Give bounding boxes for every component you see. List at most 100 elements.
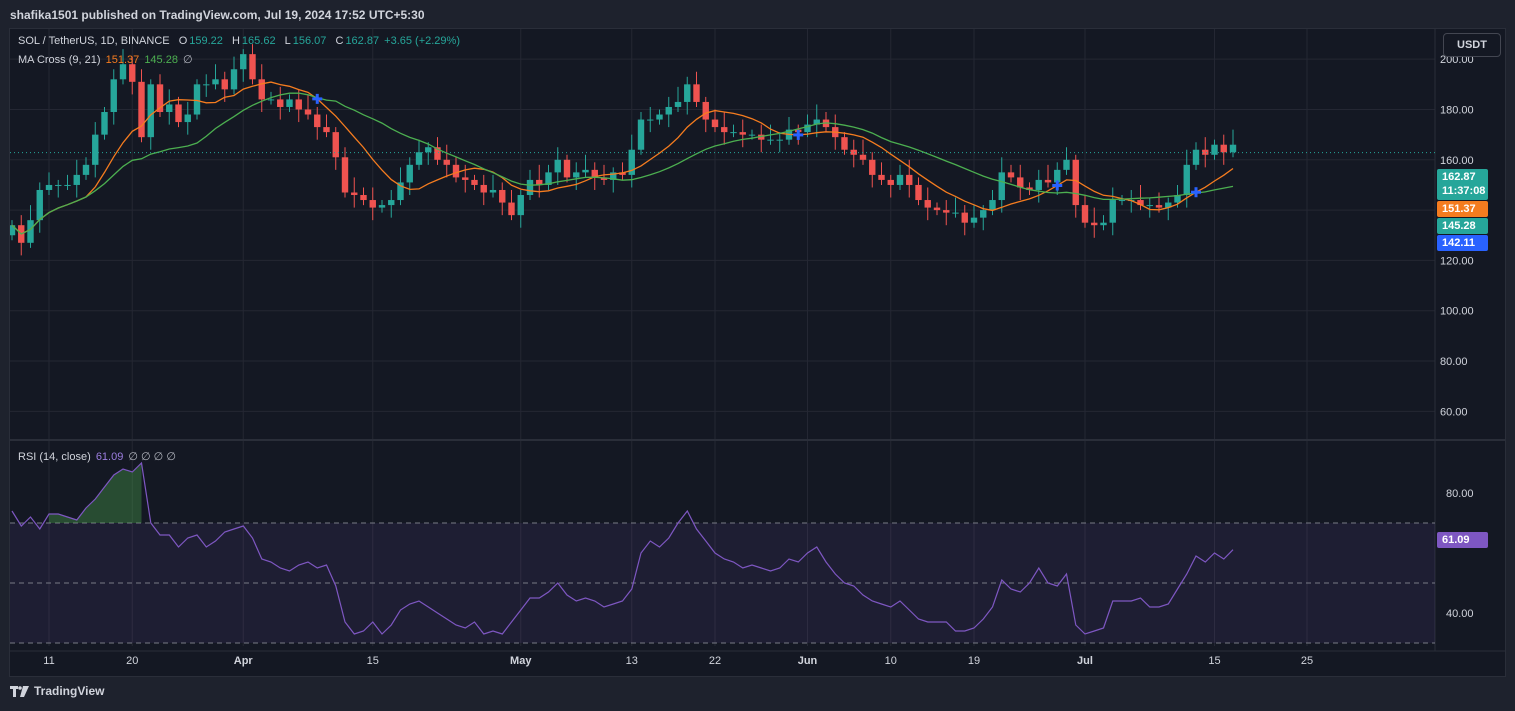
candle-body: [1183, 164, 1190, 196]
candle-body: [73, 174, 80, 185]
open-value: 159.22: [189, 35, 223, 47]
candle-body: [82, 164, 90, 175]
rsi-empty-values: ∅ ∅ ∅ ∅: [128, 451, 176, 463]
rsi-overbought-fill: [49, 463, 142, 523]
candle-body: [841, 137, 848, 150]
candle-body: [637, 119, 645, 150]
candle-body: [452, 164, 460, 178]
chart-canvas[interactable]: 60.0080.00100.00120.00140.00160.00180.00…: [10, 29, 1505, 676]
time-axis-label: 20: [126, 655, 138, 667]
candle-body: [434, 147, 441, 160]
candle-body: [1091, 222, 1098, 226]
candle-body: [989, 200, 996, 211]
candle-body: [776, 139, 783, 141]
cross-price-tag: 142.11: [1437, 235, 1488, 251]
candle-body: [27, 220, 34, 243]
candle-body: [545, 172, 552, 185]
last-price-value: 162.87: [1442, 171, 1476, 183]
published-line: shafika1501 published on TradingView.com…: [10, 8, 425, 22]
rsi-value: 61.09: [95, 451, 124, 463]
candle-body: [64, 184, 71, 186]
candle-body: [610, 172, 617, 180]
candle-body: [1220, 144, 1227, 153]
candle-body: [721, 127, 728, 133]
candle-body: [859, 154, 867, 160]
price-axis-label: 100.00: [1440, 306, 1474, 318]
candle-body: [952, 212, 959, 214]
candle-body: [304, 109, 312, 115]
close-label: C: [335, 35, 344, 47]
candle-body: [1072, 159, 1079, 206]
tradingview-logo-icon: [10, 685, 29, 697]
currency-button[interactable]: USDT: [1443, 33, 1501, 57]
candle-body: [193, 84, 201, 115]
tradingview-footer[interactable]: TradingView: [10, 684, 104, 698]
candle-body: [758, 134, 765, 140]
candle-body: [1174, 195, 1181, 203]
candle-body: [933, 207, 941, 211]
candle-body: [850, 149, 857, 155]
ma-layer: [10, 81, 1435, 235]
symbol-name[interactable]: SOL / TetherUS, 1D, BINANCE: [18, 35, 170, 47]
price-axis-label: 60.00: [1440, 406, 1468, 418]
candle-body: [748, 134, 756, 136]
candle-body: [425, 147, 432, 153]
candle-body: [203, 84, 210, 86]
candle-body: [600, 177, 608, 180]
candle-body: [277, 99, 284, 107]
candle-body: [1155, 205, 1163, 208]
ma-label[interactable]: MA Cross (9, 21): [18, 54, 101, 66]
candle-body: [1044, 179, 1052, 183]
candle-body: [1146, 205, 1153, 207]
candle-body: [45, 184, 53, 190]
candle-body: [92, 134, 99, 165]
candle-body: [767, 139, 774, 141]
candle-body: [406, 164, 413, 183]
price-axis-label: 80.00: [1440, 356, 1468, 368]
candle-body: [573, 172, 580, 178]
time-axis-label: 10: [885, 655, 897, 667]
candle-body: [1035, 179, 1042, 190]
candle-body: [970, 217, 978, 223]
candle-body: [332, 132, 339, 158]
rsi-label[interactable]: RSI (14, close): [18, 451, 91, 463]
candle-body: [896, 174, 904, 185]
candle-body: [471, 179, 478, 185]
candle-body: [286, 99, 293, 107]
candle-body: [138, 81, 145, 138]
rsi-price-tag: 61.09: [1437, 532, 1488, 548]
candle-body: [119, 64, 127, 80]
candle-body: [258, 79, 265, 100]
candle-body: [351, 192, 358, 196]
ma-slow-price-tag: 145.28: [1437, 218, 1488, 234]
price-axis-label: 200.00: [1440, 54, 1474, 66]
candle-body: [1118, 200, 1126, 202]
candle-body: [526, 179, 534, 196]
candle-body: [175, 104, 182, 123]
candle-body: [1007, 172, 1015, 178]
candle-body: [656, 114, 663, 120]
candle-body: [730, 132, 737, 134]
candle-body: [1109, 200, 1116, 223]
time-axis-label: Jul: [1077, 655, 1093, 667]
candle-body: [249, 54, 256, 80]
candle-body: [10, 225, 16, 236]
candle-body: [36, 189, 43, 221]
candle-body: [499, 189, 506, 203]
candle-body: [1017, 177, 1024, 188]
price-axis-label: 180.00: [1440, 104, 1474, 116]
candle-body: [702, 101, 709, 120]
ma-fast-value: 151.37: [105, 54, 140, 66]
candle-body: [915, 184, 922, 201]
ma-fast-line: [11, 81, 1234, 235]
candles-layer: [10, 44, 1237, 256]
candle-body: [378, 205, 386, 208]
candle-body: [55, 184, 62, 186]
low-value: 156.07: [292, 35, 327, 47]
candle-body: [295, 99, 302, 110]
candle-body: [147, 84, 154, 138]
last-price-tag: 162.87 11:37:08: [1437, 169, 1488, 200]
rsi-legend: RSI (14, close) 61.09 ∅ ∅ ∅ ∅: [18, 450, 176, 463]
candle-body: [628, 149, 635, 175]
time-axis-label: May: [510, 655, 532, 667]
